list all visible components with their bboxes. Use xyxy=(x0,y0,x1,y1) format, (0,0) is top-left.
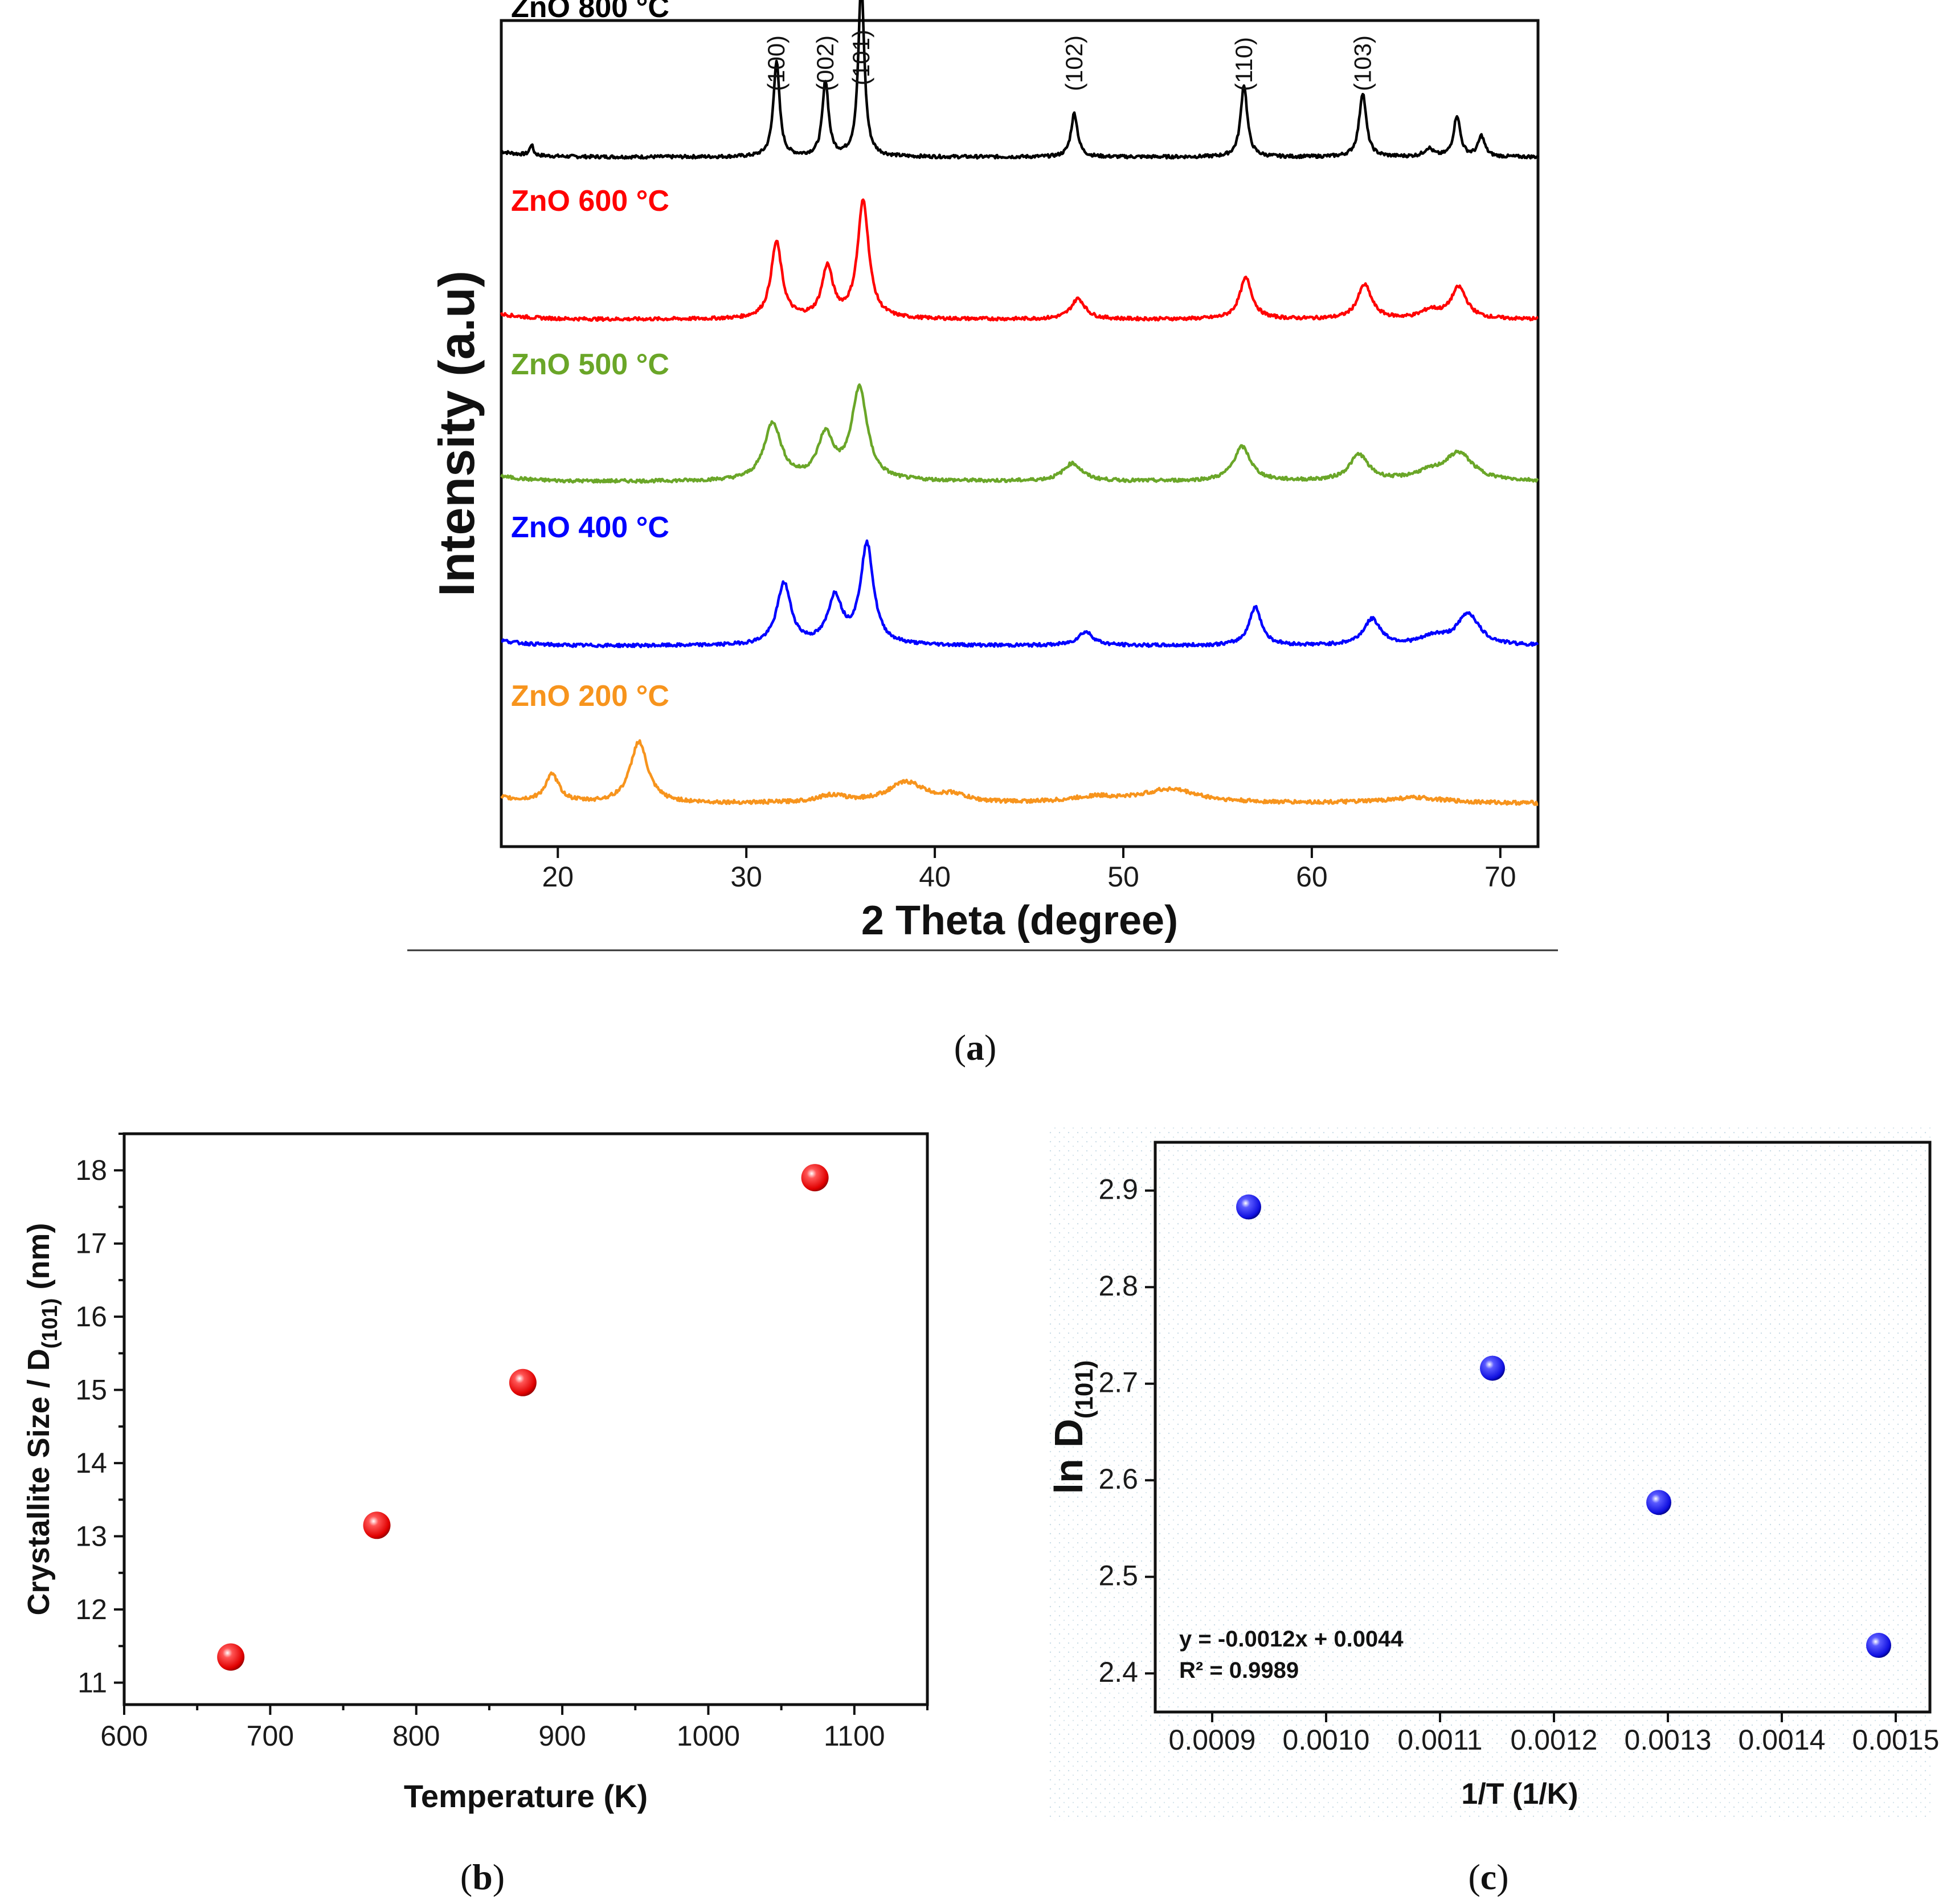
panel-b-y-tick-label: 12 xyxy=(75,1594,107,1625)
panel-c-fit-r2: R² = 0.9989 xyxy=(1179,1658,1299,1683)
panel-b-x-tick-label: 800 xyxy=(392,1720,440,1752)
panel-a-curves xyxy=(500,0,1539,806)
panel-b-y-label-unit: (nm) xyxy=(22,1223,56,1298)
panel-b-y-tick-label: 16 xyxy=(75,1301,107,1333)
panel-c-x-tick-label: 0.0010 xyxy=(1283,1724,1370,1756)
panel-b-y-axis-label: Crystallite Size / D(101) (nm) xyxy=(22,1223,62,1616)
panel-b-data-point xyxy=(509,1368,537,1396)
panel-a-label: (a) xyxy=(954,1027,997,1068)
panel-c-y-tick-label: 2.4 xyxy=(1098,1656,1138,1688)
panel-a-series-label: ZnO 600 °C xyxy=(511,185,669,218)
panel-c-x-tick-label: 0.0011 xyxy=(1397,1724,1482,1756)
panel-c-x-tick-label: 0.0014 xyxy=(1739,1724,1826,1756)
panel-c-y-label-main: ln D xyxy=(1046,1419,1091,1494)
panel-b-frame xyxy=(122,1132,929,1706)
panel-c-x-tick-label: 0.0009 xyxy=(1169,1724,1256,1756)
panel-c-label-letter: c xyxy=(1480,1857,1496,1897)
panel-c: 0.0009 0.0010 0.0011 0.0012 0.0013 0.0014 0.00… xyxy=(1046,1125,1939,1897)
panel-a-series-label: ZnO 500 °C xyxy=(511,348,669,381)
panel-a-peak-label: (110) xyxy=(1230,37,1257,91)
panel-a-peak-label: (100) xyxy=(763,35,790,91)
panel-a-x-tick-label: 50 xyxy=(1107,861,1139,893)
panel-a-x-tick-label: 70 xyxy=(1484,861,1516,893)
panel-a-peak-label: (103) xyxy=(1349,35,1376,91)
panel-b-data-point xyxy=(801,1164,829,1192)
panel-a-series-line xyxy=(501,0,1539,160)
panel-a-series-label: ZnO 400 °C xyxy=(511,511,669,544)
panel-c-fit-equation: y = -0.0012x + 0.0044 xyxy=(1179,1627,1404,1652)
panel-c-y-label-sub: (101) xyxy=(1070,1360,1098,1419)
panel-a-series-line xyxy=(500,383,1539,484)
panel-c-x-tick-label: 0.0012 xyxy=(1511,1724,1598,1756)
panel-b-y-tick-label: 11 xyxy=(77,1666,107,1698)
panel-a-label-letter: a xyxy=(966,1027,984,1068)
panel-c-data-point xyxy=(1646,1490,1671,1515)
panel-c-x-axis-label: 1/T (1/K) xyxy=(1461,1778,1578,1811)
panel-a-series-line xyxy=(501,539,1539,648)
panel-b-data-point xyxy=(363,1511,391,1539)
panel-b-x-tick-label: 600 xyxy=(100,1720,148,1752)
panel-b-y-tick-label: 15 xyxy=(75,1374,107,1406)
panel-b-y-label-sub: (101) xyxy=(38,1298,62,1349)
panel-a-x-axis-label: 2 Theta (degree) xyxy=(861,898,1178,943)
panel-c-y-tick-label: 2.5 xyxy=(1098,1560,1138,1592)
panel-a-series-line xyxy=(500,198,1539,322)
panel-a-frame xyxy=(500,19,1540,848)
panel-c-x-tick-label: 0.0013 xyxy=(1625,1724,1712,1756)
panel-c-points xyxy=(1236,1194,1891,1658)
panel-c-y-tick-label: 2.8 xyxy=(1098,1270,1138,1302)
panel-b-x-tick-label: 900 xyxy=(538,1720,586,1752)
panel-a-x-tick-label: 60 xyxy=(1296,861,1328,893)
panel-a-peak-label: (102) xyxy=(1061,35,1087,91)
panel-b-label: (b) xyxy=(460,1857,505,1897)
panel-c-frame xyxy=(1154,1141,1932,1714)
panel-b-points xyxy=(217,1164,829,1671)
panel-b-label-letter: b xyxy=(472,1857,493,1897)
panel-b-y-tick-label: 17 xyxy=(75,1228,107,1260)
panel-c-y-tick-label: 2.7 xyxy=(1098,1367,1138,1399)
panel-a-x-tick-label: 30 xyxy=(730,861,762,893)
panel-a-series-line xyxy=(500,739,1539,806)
panel-b: 600 700 800 900 1000 1100 11 12 13 14 15 16 17 18 Tem… xyxy=(22,1132,929,1897)
panel-a-peak-label: (002) xyxy=(812,35,839,91)
panel-a-peak-label: (101) xyxy=(848,30,874,85)
panel-a-series-label: ZnO 800 °C xyxy=(511,0,669,24)
panel-b-data-point xyxy=(217,1643,245,1671)
panel-c-data-point xyxy=(1480,1355,1505,1381)
panel-c-data-point xyxy=(1236,1194,1261,1220)
panel-a-x-tick-label: 20 xyxy=(542,861,574,893)
panel-c-data-point xyxy=(1866,1633,1891,1658)
panel-c-label: (c) xyxy=(1468,1857,1508,1897)
panel-a-y-axis-label: Intensity (a.u) xyxy=(428,271,485,596)
panel-a-x-ticks: 20 30 40 50 60 70 xyxy=(542,847,1516,893)
panel-a-peak-labels: (100) (002) (101) (102) (110) (103) xyxy=(763,30,1376,91)
panel-c-x-tick-label: 0.0015 xyxy=(1852,1724,1940,1756)
panel-b-x-tick-label: 1100 xyxy=(824,1720,885,1752)
panel-c-y-tick-label: 2.9 xyxy=(1098,1174,1138,1206)
panel-b-y-label-main: Crystallite Size / D xyxy=(22,1349,56,1615)
panel-c-background xyxy=(1048,1125,1931,1820)
panel-b-y-tick-label: 14 xyxy=(75,1447,107,1479)
panel-b-y-tick-label: 13 xyxy=(75,1521,107,1552)
panel-b-x-tick-label: 700 xyxy=(247,1720,294,1752)
panel-b-y-tick-label: 18 xyxy=(75,1154,107,1186)
panel-a-series-label: ZnO 200 °C xyxy=(511,680,669,713)
panel-a-series-labels: ZnO 800 °C ZnO 600 °C ZnO 500 °C ZnO 400 °C… xyxy=(511,0,669,713)
panel-b-ticks: 600 700 800 900 1000 1100 11 12 13 14 15 16 17 18 xyxy=(75,1133,929,1752)
panel-a: 20 30 40 50 60 70 ZnO 800 °C ZnO 600 °C ZnO 500… xyxy=(407,0,1558,1068)
panel-c-y-tick-label: 2.6 xyxy=(1098,1463,1138,1495)
panel-c-ticks: 0.0009 0.0010 0.0011 0.0012 0.0013 0.0014 0.00… xyxy=(1098,1174,1939,1756)
panel-c-y-axis-label: ln D(101) xyxy=(1046,1360,1098,1494)
panel-b-x-tick-label: 1000 xyxy=(677,1720,740,1752)
panel-a-x-tick-label: 40 xyxy=(919,861,951,893)
panel-b-x-axis-label: Temperature (K) xyxy=(404,1778,648,1814)
